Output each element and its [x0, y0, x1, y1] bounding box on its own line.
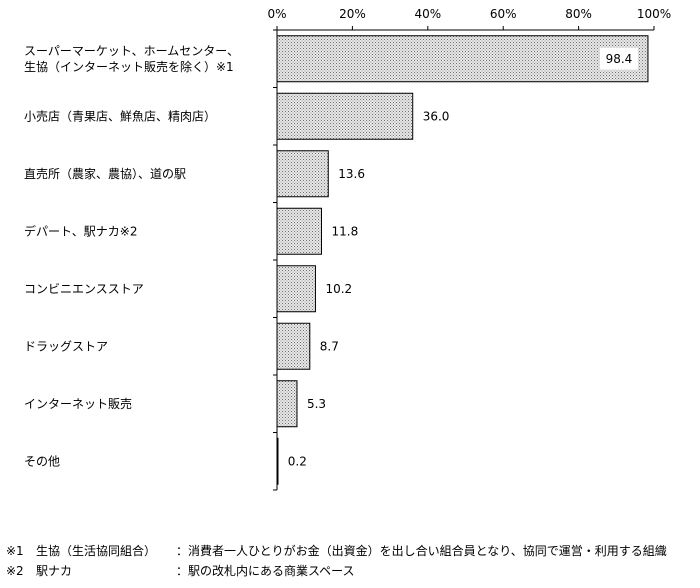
footnote-1: ※1 生協（生活協同組合） ：消費者一人ひとりがお金（出資金）を出し合い組合員と… [6, 541, 667, 561]
category-label: デパート、駅ナカ※2 [24, 223, 137, 238]
bar [276, 322, 311, 370]
bar [276, 207, 322, 255]
bar-layer [276, 35, 649, 485]
footnote-description: ：駅の改札内にある商業スペース [176, 564, 355, 578]
footnote-term: 駅ナカ [36, 564, 73, 578]
bar [276, 380, 298, 428]
bar [276, 437, 279, 485]
x-tick-label: 40% [414, 7, 441, 21]
bar [276, 92, 414, 140]
bar [276, 35, 649, 83]
category-label: その他 [24, 454, 60, 468]
footnotes: ※1 生協（生活協同組合） ：消費者一人ひとりがお金（出資金）を出し合い組合員と… [6, 541, 667, 581]
category-label: コンビニエンスストア [24, 282, 144, 296]
footnote-mark: ※1 [6, 544, 24, 558]
x-tick-label: 0% [267, 7, 286, 21]
bar [276, 265, 316, 313]
footnote-term: 生協（生活協同組合） [36, 544, 157, 558]
footnote-description: ：消費者一人ひとりがお金（出資金）を出し合い組合員となり、協同で運営・利用する組… [176, 544, 667, 558]
category-label: ドラッグストア [24, 339, 108, 353]
footnote-mark: ※2 [6, 564, 24, 578]
x-tick-label: 80% [565, 7, 592, 21]
value-label: 10.2 [325, 282, 352, 296]
label-layer: スーパーマーケット、ホームセンター、生協（インターネット販売を除く）※1 98.4… [24, 44, 638, 468]
bar [276, 150, 329, 198]
bar-chart: 0% 20% 40% 60% 80% 100% スーパーマーケット、ホームセンター、生協（… [24, 7, 671, 491]
category-label: 小売店（青果店、鮮魚店、精肉店） [24, 108, 216, 123]
value-label: 11.8 [331, 224, 358, 238]
value-label: 0.2 [288, 454, 307, 468]
value-label: 5.3 [307, 397, 326, 411]
value-label: 36.0 [423, 109, 450, 123]
value-label: 8.7 [320, 339, 339, 353]
category-label: スーパーマーケット、ホームセンター、生協（インターネット販売を除く）※1 [24, 44, 239, 74]
x-tick-label: 60% [490, 7, 517, 21]
category-label: 直売所（農家、農協）、道の駅 [24, 166, 186, 181]
footnote-2: ※2 駅ナカ ：駅の改札内にある商業スペース [6, 561, 667, 581]
category-label: インターネット販売 [24, 396, 132, 411]
value-label: 98.4 [606, 52, 633, 66]
x-tick-label: 20% [339, 7, 366, 21]
value-label-background [599, 47, 638, 70]
x-tick-label: 100% [637, 7, 671, 21]
value-label: 13.6 [338, 167, 365, 181]
